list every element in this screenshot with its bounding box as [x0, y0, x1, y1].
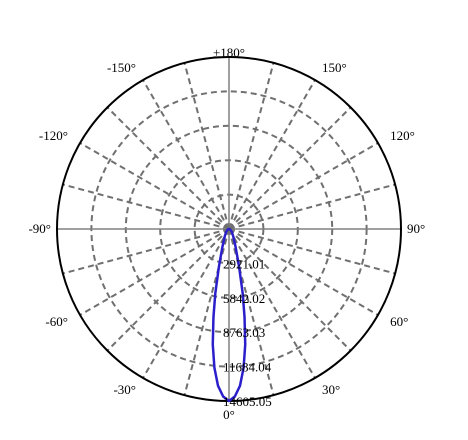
angle-label: 30° [322, 382, 340, 397]
grid-spoke [228, 228, 275, 396]
grid-spokes [57, 57, 401, 401]
radial-tick-label: 8763.03 [223, 325, 265, 340]
grid-spoke [228, 228, 316, 379]
grid-spoke [228, 228, 396, 275]
angle-label: 0° [223, 407, 235, 422]
series-layer [211, 227, 247, 403]
angle-label: -150° [107, 60, 136, 75]
grid-spoke [183, 62, 230, 230]
grid-spoke [228, 79, 316, 230]
angle-label: 90° [407, 221, 425, 236]
grid-spoke [79, 142, 230, 230]
grid-spoke [228, 228, 379, 316]
angle-label: -30° [113, 382, 136, 397]
grid-spoke [106, 106, 230, 230]
angle-label: 60° [390, 314, 408, 329]
angle-label: -90° [28, 221, 51, 236]
grid-spoke [62, 228, 230, 275]
grid-spoke [228, 183, 396, 230]
angle-labels: ±180° 150° 120° 90° 60° 30° 0° -30° -60° -90° -120… [28, 45, 425, 422]
series-line [211, 227, 247, 403]
grid-spoke [228, 228, 352, 352]
angle-label: -60° [45, 314, 68, 329]
angle-label: ±180° [213, 45, 245, 60]
grid-spoke [228, 106, 352, 230]
grid-spoke [142, 228, 230, 379]
angle-label: 120° [390, 128, 415, 143]
grid-spoke [228, 62, 275, 230]
grid-spoke [183, 228, 230, 396]
radial-labels: 2921.01 5842.02 8763.03 11684.04 14605.05 [223, 256, 272, 409]
grid-spoke [228, 142, 379, 230]
grid-spoke [142, 79, 230, 230]
grid-spoke [62, 183, 230, 230]
angle-label: 150° [322, 60, 347, 75]
radial-tick-label: 5842.02 [223, 291, 265, 306]
radial-tick-label: 11684.04 [223, 360, 272, 375]
angle-label: -120° [39, 128, 68, 143]
grid-spoke [79, 228, 230, 316]
grid-spoke [106, 228, 230, 352]
radial-tick-label: 2921.01 [223, 256, 265, 271]
radial-tick-label: 14605.05 [223, 394, 272, 409]
